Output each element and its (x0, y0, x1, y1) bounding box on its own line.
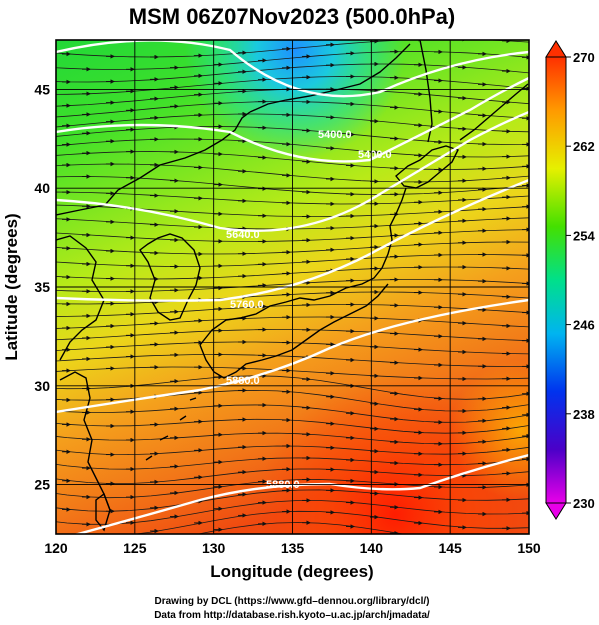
x-tick-label: 145 (438, 540, 462, 556)
y-axis-ticks: 25 30 35 40 45 (34, 81, 50, 492)
figure-title: MSM 06Z07Nov2023 (500.0hPa) (129, 4, 456, 29)
x-tick-label: 135 (281, 540, 305, 556)
y-tick-label: 25 (34, 477, 50, 493)
contour-label-3: 5640.0 (226, 229, 260, 241)
colorbar-tick-label: 254 (573, 228, 595, 243)
y-tick-label: 45 (34, 81, 50, 97)
colorbar-max-arrow (545, 40, 567, 58)
x-tick-label: 130 (202, 540, 226, 556)
x-tick-label: 150 (517, 540, 541, 556)
colorbar-tick-label: 270 (573, 50, 595, 65)
credit-data: Data from http://database.rish.kyoto–u.a… (154, 610, 430, 621)
streamline (56, 40, 529, 58)
streamline (196, 522, 406, 534)
y-tick-label: 35 (34, 279, 50, 295)
coastlines (56, 40, 529, 532)
colorbar-min-arrow (545, 502, 567, 520)
contour-label-4: 5760.0 (230, 299, 264, 311)
y-axis-label: Latitude (degrees) (2, 213, 21, 360)
colorbar-tick-label: 262 (573, 139, 595, 154)
contour-label-5: 5880.0 (226, 375, 260, 387)
colorbar-ticks: 270 262 254 246 238 230 (566, 50, 595, 511)
x-tick-label: 120 (44, 540, 68, 556)
colorbar-tick-label: 246 (573, 318, 595, 333)
y-tick-label: 40 (34, 180, 50, 196)
x-axis-label: Longitude (degrees) (210, 562, 373, 581)
colorbar: 270 262 254 246 238 230 (545, 40, 595, 520)
x-tick-label: 125 (123, 540, 147, 556)
colorbar-tick-label: 238 (573, 407, 595, 422)
y-tick-label: 30 (34, 378, 50, 394)
x-axis-ticks: 120 125 130 135 140 145 150 (44, 540, 541, 556)
x-tick-label: 140 (360, 540, 384, 556)
colorbar-scale (545, 56, 567, 504)
contour-label-2: 5400.0 (358, 149, 392, 161)
credit-drawing: Drawing by DCL (https://www.gfd–dennou.o… (154, 596, 429, 607)
colorbar-tick-label: 230 (573, 496, 595, 511)
contour-label-1: 5400.0 (318, 129, 352, 141)
contour-labels: 5400.0 5400.0 5640.0 5760.0 5880.0 5880.… (226, 129, 392, 491)
plot-frame (55, 39, 530, 535)
